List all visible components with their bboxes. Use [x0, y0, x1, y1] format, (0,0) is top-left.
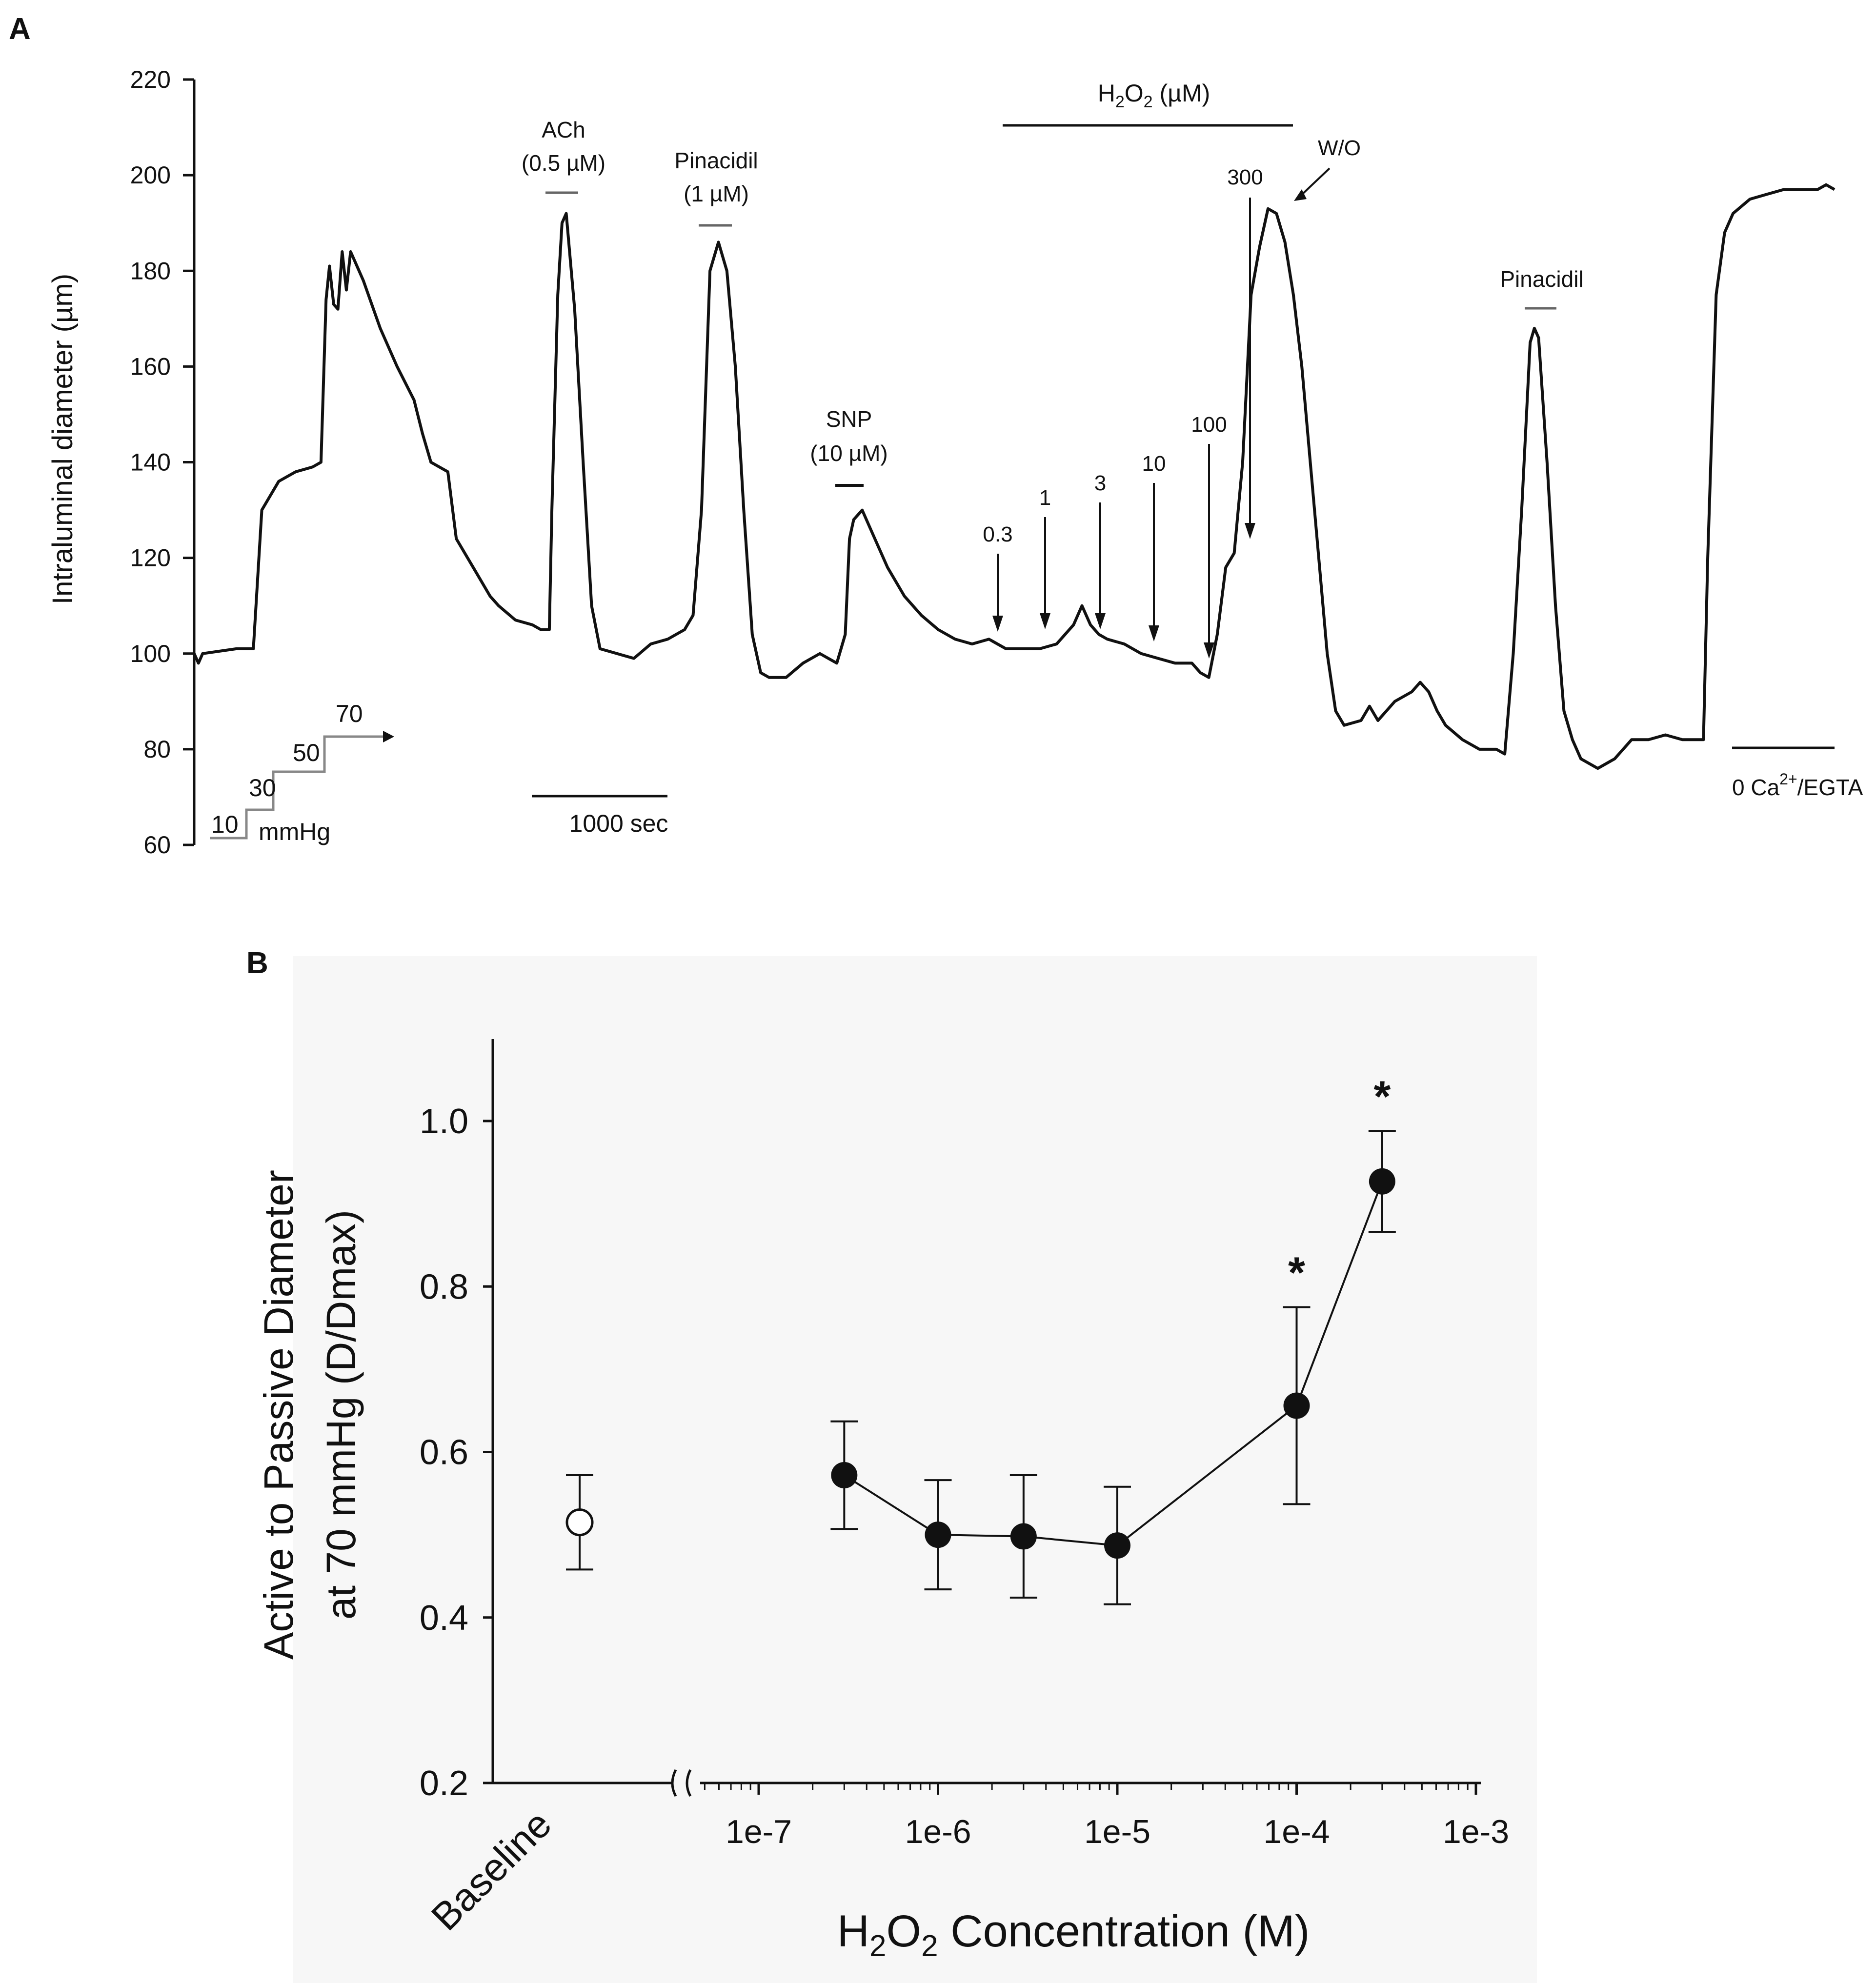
dose-label-300: 300 — [1227, 165, 1263, 189]
panel-b-y-label-line2: at 70 mmHg (D/Dmax) — [318, 1210, 364, 1620]
dose-arrow-100: 100 — [1191, 413, 1227, 659]
pinacidil-annotation: Pinacidil (1 µM) — [674, 148, 758, 227]
panel-a-y-tick-label: 120 — [130, 544, 171, 572]
panel-a-y-tick-label: 60 — [143, 831, 171, 859]
panel-b-x-tick-label: 1e-6 — [905, 1813, 971, 1850]
pinacidil-label: Pinacidil — [674, 148, 758, 173]
panel-a-y-tick-label: 80 — [143, 736, 171, 763]
calcium-free-annotation: 0 Ca2+/EGTA — [1732, 746, 1863, 800]
time-scale-label: 1000 sec — [569, 810, 668, 837]
panel-a-y-ticks: 60 80 100 120 140 160 180 200 220 — [130, 66, 194, 859]
h2o2-data-point — [1369, 1168, 1395, 1195]
dose-arrow-10: 10 — [1142, 452, 1166, 641]
panel-a-y-tick-label: 180 — [130, 257, 171, 284]
panel-a-y-tick-label: 160 — [130, 353, 171, 380]
dose-label-1: 1 — [1039, 486, 1051, 510]
dose-arrow-3: 3 — [1094, 471, 1106, 629]
dose-arrow-1: 1 — [1039, 486, 1051, 629]
pressure-70: 70 — [336, 700, 363, 727]
baseline-point — [565, 1508, 594, 1537]
panel-b-x-label: H2O2 Concentration (M) — [837, 1906, 1310, 1963]
h2o2-data-point — [1104, 1532, 1130, 1559]
panel-b-y-ticks: 0.2 0.4 0.6 0.8 1.0 — [420, 1102, 493, 1803]
h2o2-data-point — [831, 1462, 858, 1488]
washout-label: W/O — [1318, 136, 1361, 160]
h2o2-data-point — [1283, 1392, 1310, 1419]
panel-b-y-tick-label: 0.6 — [420, 1433, 468, 1472]
panel-b-x-tick-label: 1e-3 — [1443, 1813, 1509, 1850]
h2o2-data-point — [925, 1522, 951, 1548]
snp-dose-label: (10 µM) — [810, 441, 888, 466]
dose-arrow-300: 300 — [1227, 165, 1263, 539]
dose-arrow-0-3: 0.3 — [983, 522, 1013, 632]
pressure-50: 50 — [293, 739, 320, 766]
pressure-10: 10 — [211, 811, 239, 838]
dose-label-100: 100 — [1191, 413, 1227, 437]
panel-b-y-tick-label: 0.4 — [420, 1599, 468, 1638]
dose-label-10: 10 — [1142, 452, 1166, 476]
ach-label: ACh — [542, 117, 585, 142]
panel-b-x-ticks: 1e-7 1e-6 1e-5 1e-4 1e-3 — [704, 1783, 1509, 1850]
panel-a-y-label: Intraluminal diameter (µm) — [47, 274, 79, 604]
pressure-steps-legend: 10 30 50 70 mmHg — [210, 700, 394, 845]
pressure-unit: mmHg — [259, 818, 330, 845]
panel-label-a: A — [9, 12, 31, 46]
calcium-free-label: 0 Ca2+/EGTA — [1732, 770, 1863, 800]
snp-annotation: SNP (10 µM) — [810, 406, 888, 487]
axis-break-icon — [671, 1769, 692, 1797]
panel-b-y-tick-label: 0.2 — [420, 1764, 468, 1803]
washout-annotation: W/O — [1294, 136, 1361, 201]
panel-b-x-tick-label: 1e-7 — [726, 1813, 792, 1850]
ach-annotation: ACh (0.5 µM) — [522, 117, 605, 194]
panel-a-y-tick-label: 220 — [130, 66, 171, 93]
panel-a-y-tick-label: 140 — [130, 449, 171, 476]
time-scale-bar: 1000 sec — [532, 795, 668, 837]
panel-a-y-tick-label: 100 — [130, 640, 171, 667]
panel-b-y-tick-label: 1.0 — [420, 1102, 468, 1141]
h2o2-application: H2O2 (µM) — [1003, 80, 1293, 127]
panel-b-x-tick-label: 1e-4 — [1263, 1813, 1330, 1850]
panel-a-y-tick-label: 200 — [130, 161, 171, 189]
panel-b-background — [293, 956, 1537, 1983]
h2o2-data-point — [1010, 1523, 1037, 1550]
panel-label-b: B — [246, 946, 268, 980]
panel-b-y-label-line1: Active to Passive Diameter — [256, 1170, 302, 1660]
panel-b-x-tick-label: 1e-5 — [1084, 1813, 1150, 1850]
panel-a-trace-chart: 60 80 100 120 140 160 180 200 220 Intraluminal d… — [47, 66, 1863, 859]
snp-label: SNP — [826, 406, 872, 432]
panel-b-data-marks: ** — [565, 1072, 1396, 1605]
pinacidil-dose-label: (1 µM) — [684, 181, 749, 206]
diameter-trace — [193, 183, 1836, 770]
dose-label-0-3: 0.3 — [983, 522, 1012, 546]
h2o2-series-line — [844, 1181, 1383, 1547]
h2o2-dose-arrows: 0.3 1 3 10 100 — [983, 165, 1263, 659]
dose-label-3: 3 — [1094, 471, 1106, 495]
panel-b-y-tick-label: 0.8 — [420, 1267, 468, 1306]
h2o2-bar-label: H2O2 (µM) — [1098, 80, 1210, 111]
pinacidil-2-annotation: Pinacidil — [1500, 266, 1584, 310]
significance-marker: * — [1373, 1072, 1391, 1121]
pressure-30: 30 — [249, 774, 276, 801]
ach-dose-label: (0.5 µM) — [522, 150, 605, 176]
pinacidil-2-label: Pinacidil — [1500, 266, 1583, 292]
significance-marker: * — [1288, 1249, 1305, 1298]
